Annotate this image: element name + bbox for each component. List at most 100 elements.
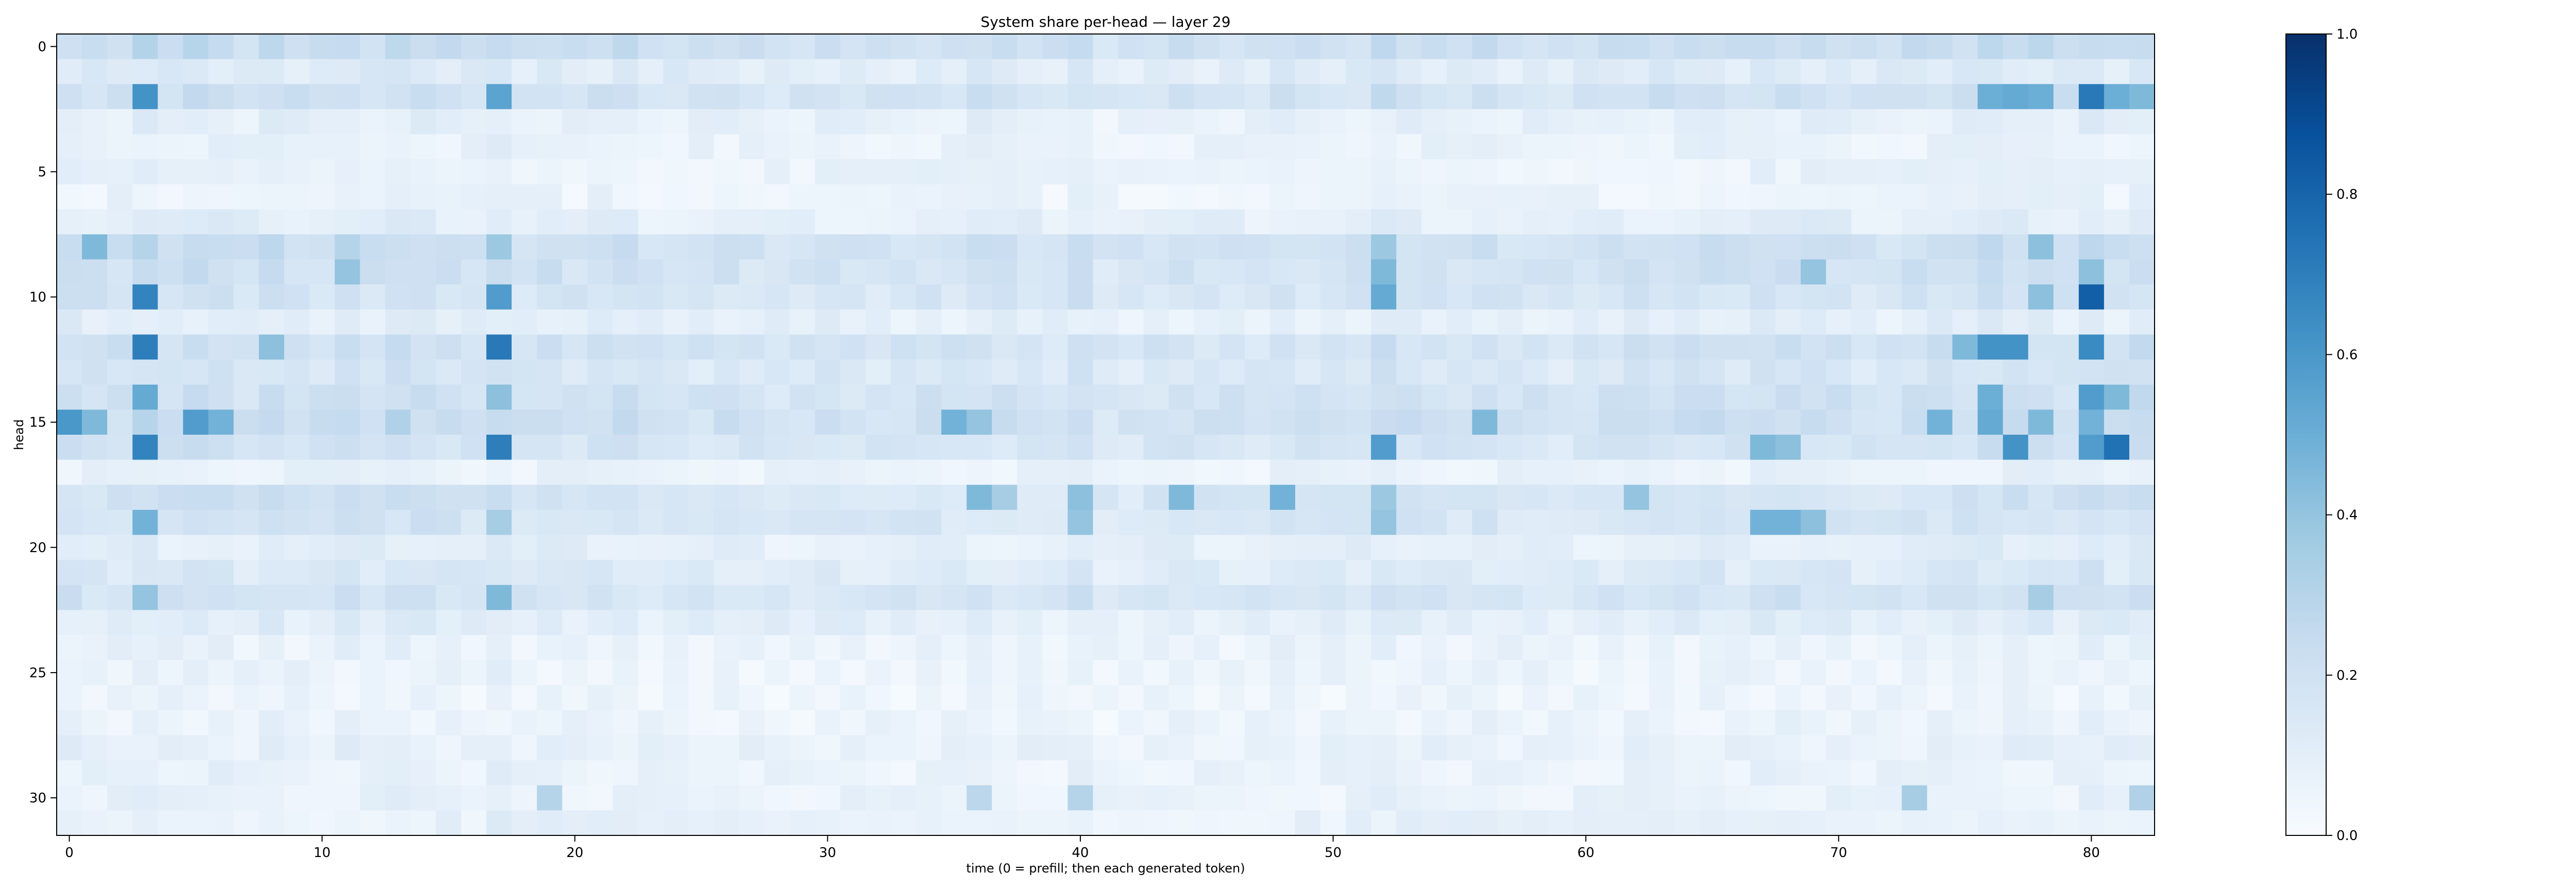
heatmap-cell <box>107 459 133 485</box>
heatmap-cell <box>1548 560 1574 586</box>
heatmap-cell <box>1775 59 1801 84</box>
heatmap-cell <box>57 134 82 160</box>
heatmap-cell <box>284 635 310 661</box>
heatmap-cell <box>1750 635 1776 661</box>
heatmap-cell <box>1826 635 1852 661</box>
heatmap-cell <box>714 384 740 410</box>
heatmap-cell <box>2104 509 2130 536</box>
heatmap-cell <box>1927 610 1953 636</box>
heatmap-cell <box>1396 610 1422 636</box>
heatmap-cell <box>967 509 992 536</box>
heatmap-cell <box>2003 409 2029 435</box>
heatmap-cell <box>1548 334 1574 360</box>
heatmap-cell <box>941 360 967 385</box>
heatmap-cell <box>1472 234 1498 260</box>
heatmap-cell <box>1649 509 1675 536</box>
heatmap-cell <box>1851 109 1877 135</box>
heatmap-cell <box>916 209 942 235</box>
heatmap-cell <box>57 309 82 335</box>
heatmap-cell <box>1219 685 1245 711</box>
heatmap-cell <box>183 59 209 84</box>
heatmap-cell <box>1623 635 1650 661</box>
heatmap-cell <box>2104 710 2130 736</box>
heatmap-cell <box>1699 84 1725 110</box>
heatmap-cell <box>865 284 891 310</box>
heatmap-cell <box>107 785 133 811</box>
heatmap-cell <box>815 685 841 711</box>
heatmap-cell <box>890 134 917 160</box>
heatmap-cell <box>1295 334 1321 360</box>
heatmap-cell <box>1623 610 1650 636</box>
heatmap-cell <box>562 810 588 836</box>
heatmap-cell <box>714 735 740 761</box>
heatmap-cell <box>1244 485 1270 510</box>
heatmap-cell <box>1017 134 1043 160</box>
heatmap-cell <box>1320 685 1346 711</box>
heatmap-cell <box>334 560 361 586</box>
heatmap-cell <box>1801 585 1826 610</box>
heatmap-cell <box>1447 610 1472 636</box>
heatmap-cell <box>1674 384 1700 410</box>
heatmap-cell <box>1118 159 1144 185</box>
heatmap-cell <box>815 384 841 410</box>
heatmap-cell <box>1548 184 1574 210</box>
heatmap-cell <box>2104 459 2130 485</box>
heatmap-cell <box>1421 360 1447 385</box>
y-tick-label: 10 <box>29 290 46 305</box>
heatmap-cell <box>1269 409 1296 435</box>
heatmap-cell <box>57 159 82 185</box>
heatmap-cell <box>1775 810 1801 836</box>
heatmap-cell <box>82 435 108 460</box>
heatmap-cell <box>233 409 260 435</box>
heatmap-cell <box>1801 134 1826 160</box>
heatmap-cell <box>1649 685 1675 711</box>
heatmap-cell <box>1269 109 1296 135</box>
heatmap-cell <box>1447 760 1472 786</box>
heatmap-cell <box>865 785 891 811</box>
heatmap-cell <box>1699 159 1725 185</box>
heatmap-cell <box>587 284 613 310</box>
heatmap-cell <box>1623 234 1650 260</box>
heatmap-cell <box>2129 485 2155 510</box>
heatmap-cell <box>1017 735 1043 761</box>
heatmap-cell <box>1649 334 1675 360</box>
heatmap-cell <box>1168 234 1195 260</box>
heatmap-cell <box>1371 59 1397 84</box>
heatmap-cell <box>967 459 992 485</box>
heatmap-cell <box>2129 760 2155 786</box>
heatmap-cell <box>1143 259 1170 285</box>
heatmap-cell <box>1118 535 1144 560</box>
heatmap-cell <box>840 309 866 335</box>
heatmap-cell <box>865 84 891 110</box>
heatmap-cell <box>890 509 917 536</box>
heatmap-cell <box>284 84 310 110</box>
heatmap-cell <box>1497 485 1523 510</box>
heatmap-cell <box>1927 810 1953 836</box>
heatmap-cell <box>1017 84 1043 110</box>
heatmap-cell <box>284 284 310 310</box>
heatmap-cell <box>1396 360 1422 385</box>
heatmap-cell <box>158 635 183 661</box>
heatmap-cell <box>688 109 715 135</box>
heatmap-cell <box>309 710 335 736</box>
heatmap-cell <box>1902 159 1928 185</box>
heatmap-cell <box>1093 535 1119 560</box>
heatmap-cell <box>865 209 891 235</box>
heatmap-cell <box>512 259 537 285</box>
heatmap-cell <box>107 660 133 686</box>
heatmap-cell <box>1598 635 1624 661</box>
heatmap-cell <box>890 535 917 560</box>
heatmap-cell <box>1724 435 1751 460</box>
heatmap-cell <box>1472 459 1498 485</box>
heatmap-cell <box>1851 134 1877 160</box>
heatmap-cell <box>1295 810 1321 836</box>
heatmap-cell <box>739 785 765 811</box>
heatmap-cell <box>1396 785 1422 811</box>
heatmap-cell <box>183 610 209 636</box>
heatmap-cell <box>789 184 816 210</box>
heatmap-cell <box>1699 334 1725 360</box>
heatmap-cell <box>1093 435 1119 460</box>
heatmap-cell <box>1447 34 1472 60</box>
heatmap-cell <box>1851 159 1877 185</box>
heatmap-cell <box>1118 134 1144 160</box>
